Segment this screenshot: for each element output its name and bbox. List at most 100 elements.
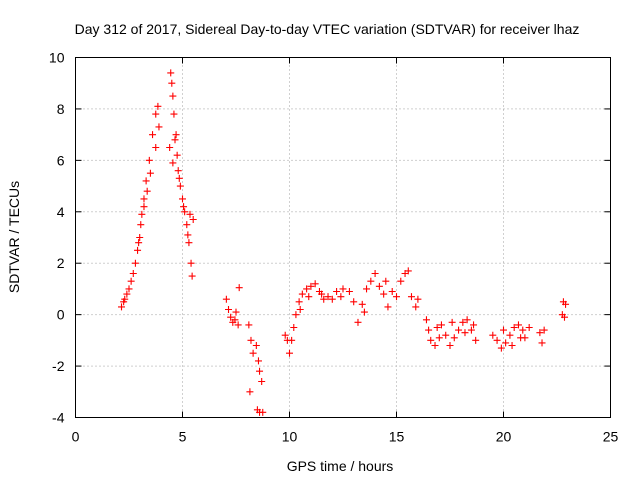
data-point [311,280,319,288]
data-point [142,177,150,185]
data-point [259,408,267,416]
data-point [360,308,368,316]
data-point [562,300,570,308]
data-point [380,290,388,298]
data-point [168,79,176,87]
data-point [186,210,194,218]
data-point [525,324,533,331]
series-dawn [222,284,267,416]
data-point [442,331,450,339]
data-point [470,321,478,329]
data-point [258,378,266,385]
data-point [175,174,183,182]
data-point [184,231,192,239]
data-point [502,339,510,347]
data-point [145,156,153,164]
data-point [324,293,332,301]
data-point [407,293,415,301]
x-axis-title: GPS time / hours [287,458,394,474]
y-tick-label: -2 [52,358,65,374]
data-point [131,259,139,267]
data-point [467,326,475,334]
data-point [433,324,441,331]
data-point [497,344,505,352]
data-point [508,342,516,349]
data-point [134,246,142,254]
data-point [435,334,443,342]
data-point [183,221,191,229]
data-point [446,342,454,349]
data-point [170,110,178,118]
data-point [181,208,189,216]
x-tick-label: 5 [179,429,187,445]
data-point [179,195,186,203]
data-point [252,342,260,349]
data-point [345,288,353,295]
data-point [328,295,336,303]
data-point [393,293,400,301]
data-point [296,306,304,313]
data-point [123,290,131,298]
x-tick-label: 0 [72,429,80,445]
data-point [425,326,433,334]
data-point [171,136,179,144]
data-points [118,69,570,416]
data-point [187,259,195,267]
data-point [514,321,522,329]
data-point [339,285,347,293]
data-point [337,293,345,301]
data-point [384,303,392,311]
y-tick-labels: -4 -2 0 2 4 6 8 10 [49,50,65,426]
grid [75,57,611,418]
data-point [286,349,293,357]
data-point [538,339,546,347]
y-tick-label: 10 [49,50,65,66]
y-tick-label: 4 [57,204,65,220]
data-point [245,321,253,329]
data-point [367,277,375,285]
x-tick-label: 25 [603,429,619,445]
data-point [461,329,469,337]
y-tick-label: 2 [57,255,65,271]
data-point [232,308,240,316]
data-point [517,334,525,342]
data-point [431,342,439,349]
y-tick-label: -4 [52,410,65,426]
data-point [375,282,383,290]
data-point [249,349,257,357]
data-point [320,295,328,303]
plot-frame [75,57,611,418]
y-tick-label: 0 [57,307,65,323]
data-point [169,92,177,100]
series-fall [166,69,197,280]
data-point [292,311,300,319]
data-point [422,316,430,324]
data-point [120,298,128,306]
data-point [295,298,303,306]
data-point [152,144,160,151]
data-point [371,270,379,277]
data-point [463,316,471,324]
data-point [189,216,197,223]
data-point [169,159,177,167]
data-point [235,284,243,292]
data-point [180,203,188,211]
data-point [127,277,135,285]
data-point [138,210,146,218]
data-point [450,334,458,342]
data-point [118,303,126,311]
data-point [437,321,445,329]
data-point [506,331,514,339]
y-tick-label: 6 [57,152,65,168]
y-axis-title: SDTVAR / TECUs [6,181,22,293]
data-point [140,203,148,211]
data-point [303,285,311,293]
data-point [382,277,390,285]
data-point [167,69,175,77]
data-point [318,290,326,298]
data-point [172,131,180,139]
data-point [404,267,412,275]
data-point [152,110,160,118]
data-point [222,295,230,303]
